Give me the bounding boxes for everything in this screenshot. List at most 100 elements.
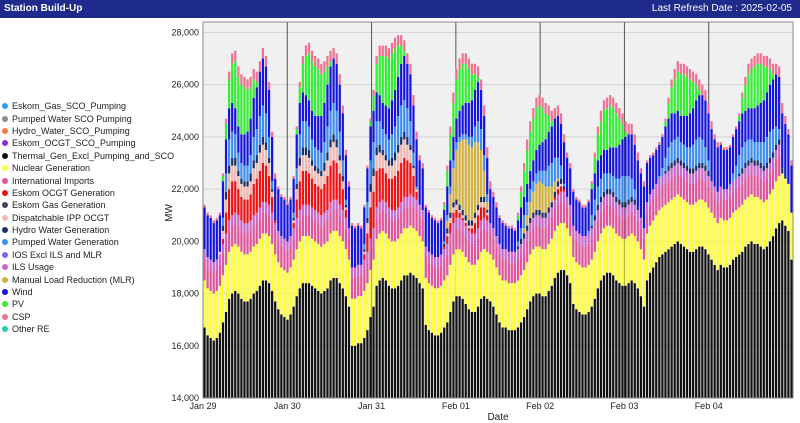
bar-segment <box>649 155 652 158</box>
bar-segment <box>277 241 280 263</box>
bar-segment <box>559 186 563 192</box>
bar-segment <box>535 108 538 150</box>
bar-segment <box>310 207 314 218</box>
bar-segment <box>403 157 406 197</box>
bar-segment <box>470 74 473 101</box>
bar-segment <box>234 223 237 244</box>
bar-segment <box>415 139 418 187</box>
bar-segment <box>271 191 274 197</box>
bar-segment <box>307 173 311 205</box>
bar-segment <box>258 238 261 286</box>
bar-segment <box>366 233 369 252</box>
bar-segment <box>203 259 206 281</box>
bar-segment <box>418 283 421 398</box>
bar-segment <box>664 173 667 184</box>
bar-segment <box>670 199 673 247</box>
bar-segment <box>261 144 265 163</box>
bar-segment <box>415 189 418 192</box>
bar-segment <box>774 63 778 75</box>
bar-segment <box>572 225 575 237</box>
bar-segment <box>264 280 268 398</box>
legend-swatch <box>2 165 8 172</box>
bar-segment <box>667 118 670 148</box>
bar-segment <box>784 123 787 177</box>
bar-segment <box>427 330 430 398</box>
bar-segment <box>341 288 344 398</box>
bar-segment <box>738 116 741 122</box>
bar-segment <box>479 230 483 252</box>
bar-segment <box>784 116 787 124</box>
bar-segment <box>264 233 268 281</box>
bar-segment <box>774 228 778 398</box>
bar-segment <box>492 238 495 260</box>
bar-segment <box>243 76 246 88</box>
bar-segment <box>510 251 513 263</box>
bar-segment <box>344 155 347 200</box>
bar-segment <box>363 254 366 260</box>
bar-segment <box>738 207 741 255</box>
legend-label: Eskom_OCGT_SCO_Pumping <box>12 138 136 149</box>
bar-segment <box>550 238 553 286</box>
bar-segment <box>553 181 556 192</box>
bar-segment <box>249 251 252 299</box>
bar-segment <box>593 152 596 158</box>
bar-segment <box>759 142 762 163</box>
bar-segment <box>498 254 501 276</box>
bar-segment <box>519 275 523 323</box>
legend-item: PV <box>2 298 170 310</box>
bar-segment <box>753 142 756 161</box>
bar-segment <box>676 110 679 137</box>
bar-segment <box>476 82 480 122</box>
bar-segment <box>673 139 676 161</box>
bar-segment <box>704 89 707 101</box>
bar-segment <box>596 288 599 398</box>
bar-segment <box>458 212 461 218</box>
bar-segment <box>264 212 268 234</box>
bar-segment <box>237 293 240 398</box>
bar-segment <box>781 102 784 114</box>
bar-segment <box>274 301 277 398</box>
bar-segment <box>738 113 741 116</box>
bar-segment <box>655 194 658 216</box>
bar-segment <box>784 225 787 398</box>
bar-segment <box>397 238 400 286</box>
bar-segment <box>747 108 750 140</box>
bar-segment <box>424 257 427 278</box>
bar-segment <box>781 173 784 221</box>
bar-segment <box>584 204 587 208</box>
bar-segment <box>381 168 384 200</box>
bar-segment <box>277 309 280 398</box>
bar-segment <box>698 136 701 163</box>
bar-segment <box>605 272 609 398</box>
bar-segment <box>384 155 387 161</box>
bar-segment <box>492 228 495 239</box>
bar-segment <box>771 129 775 153</box>
y-tick-label: 28,000 <box>171 27 199 37</box>
bar-segment <box>559 202 563 224</box>
bar-segment <box>387 108 391 140</box>
bar-segment <box>704 181 707 203</box>
bar-segment <box>400 45 403 64</box>
bar-segment <box>381 102 384 130</box>
bar-segment <box>387 207 391 218</box>
bar-segment <box>366 262 369 284</box>
bar-segment <box>495 246 498 268</box>
bar-segment <box>707 160 710 171</box>
bar-segment <box>464 257 467 304</box>
bar-segment <box>544 170 547 187</box>
bar-segment <box>661 186 664 208</box>
bar-segment <box>286 241 289 252</box>
bar-segment <box>735 257 738 398</box>
bar-segment <box>424 207 427 247</box>
bar-segment <box>246 186 249 200</box>
bar-segment <box>759 63 762 103</box>
legend-swatch <box>2 326 8 333</box>
bar-segment <box>375 63 378 93</box>
bar-segment <box>489 301 492 398</box>
bar-segment <box>375 92 378 122</box>
bar-segment <box>280 267 283 315</box>
bar-segment <box>621 202 624 208</box>
bar-segment <box>415 131 418 140</box>
bar-segment <box>738 173 741 177</box>
bar-segment <box>271 290 274 398</box>
